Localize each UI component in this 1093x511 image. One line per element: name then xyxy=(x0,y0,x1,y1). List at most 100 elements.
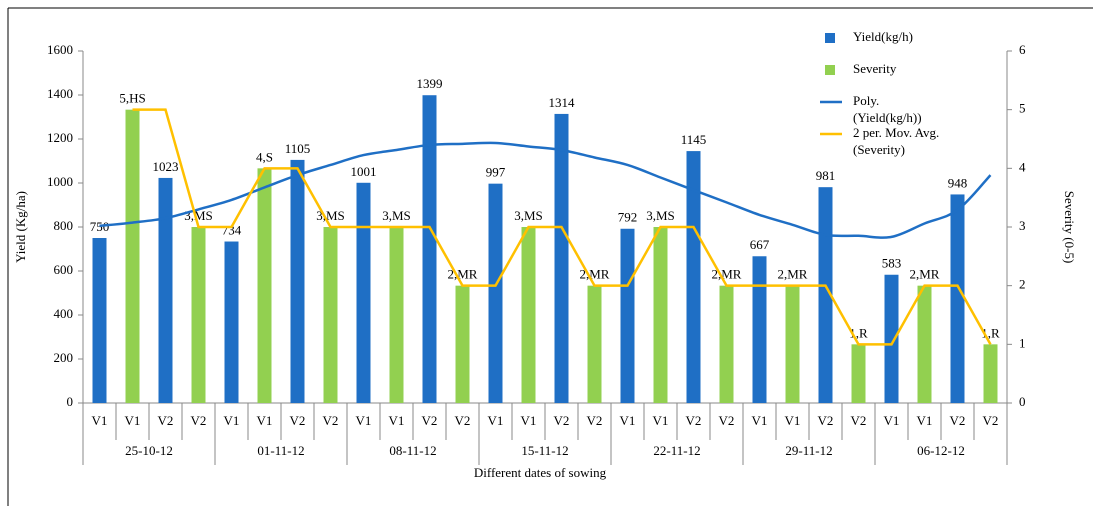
bar xyxy=(191,227,206,403)
bar xyxy=(356,182,371,403)
series-line xyxy=(132,108,992,346)
y-tick-label: 600 xyxy=(54,262,74,277)
bar xyxy=(257,168,272,403)
x-tick-label: V1 xyxy=(224,413,240,428)
legend-label-line: (Yield(kg/h)) xyxy=(853,110,922,125)
y2-tick-label: 0 xyxy=(1019,394,1026,409)
group-label: 29-11-12 xyxy=(785,443,832,458)
legend-label: Poly. (Yield(kg/h)) xyxy=(853,93,922,125)
x-tick-label: V2 xyxy=(422,413,438,428)
x-tick-label: V2 xyxy=(686,413,702,428)
bar xyxy=(389,227,404,403)
y-tick-label: 1200 xyxy=(47,130,73,145)
bar xyxy=(92,238,107,403)
x-tick-label: V2 xyxy=(455,413,471,428)
data-label: 583 xyxy=(882,256,902,271)
y2-tick-label: 3 xyxy=(1019,218,1026,233)
data-label: 1105 xyxy=(285,141,311,156)
bar xyxy=(521,227,536,403)
y-tick-label: 800 xyxy=(54,218,74,233)
x-tick-label: V1 xyxy=(785,413,801,428)
data-label: 1314 xyxy=(549,95,576,110)
bar xyxy=(290,159,305,403)
data-label: 997 xyxy=(486,165,506,180)
x-tick-label: V1 xyxy=(620,413,636,428)
bar xyxy=(818,187,833,403)
data-label: 1145 xyxy=(681,132,707,147)
x-tick-label: V1 xyxy=(488,413,504,428)
data-label: 1023 xyxy=(153,159,179,174)
x-tick-label: V1 xyxy=(752,413,768,428)
legend-label-line: Poly. xyxy=(853,93,879,108)
bar xyxy=(851,344,866,403)
x-tick-label: V2 xyxy=(554,413,570,428)
legend-label-line: 2 per. Mov. Avg. xyxy=(853,125,939,140)
x-tick-label: V1 xyxy=(92,413,108,428)
group-label: 15-11-12 xyxy=(521,443,568,458)
x-tick-label: V2 xyxy=(950,413,966,428)
y2-axis-title: Severity (0-5) xyxy=(1062,191,1077,264)
series-line xyxy=(99,141,992,239)
y2-tick-label: 6 xyxy=(1019,42,1026,57)
data-label: 792 xyxy=(618,210,638,225)
bar xyxy=(719,285,734,403)
x-tick-label: V2 xyxy=(191,413,207,428)
bar xyxy=(785,285,800,403)
x-tick-label: V1 xyxy=(521,413,537,428)
y2-tick-label: 2 xyxy=(1019,277,1026,292)
legend-label: Yield(kg/h) xyxy=(853,29,913,44)
x-tick-label: V1 xyxy=(653,413,669,428)
y-tick-label: 1000 xyxy=(47,174,73,189)
bar xyxy=(224,241,239,403)
y-tick-label: 200 xyxy=(54,350,74,365)
bar xyxy=(950,194,965,403)
bar xyxy=(884,274,899,403)
bar xyxy=(422,95,437,403)
bar xyxy=(554,113,569,404)
x-tick-label: V2 xyxy=(983,413,999,428)
bar xyxy=(488,183,503,403)
bar xyxy=(455,285,470,403)
y2-tick-label: 5 xyxy=(1019,101,1026,116)
bar xyxy=(587,285,602,403)
data-label: 2,MR xyxy=(778,267,808,282)
bar xyxy=(917,285,932,403)
data-label: 667 xyxy=(750,237,770,252)
y2-tick-label: 1 xyxy=(1019,335,1026,350)
x-tick-label: V1 xyxy=(125,413,141,428)
x-tick-label: V2 xyxy=(290,413,306,428)
data-label: 3,MS xyxy=(646,208,675,223)
legend-swatch xyxy=(825,65,835,75)
bar xyxy=(125,109,140,404)
y2-tick-label: 4 xyxy=(1019,159,1026,174)
bar xyxy=(686,151,701,403)
data-label: 4,S xyxy=(256,149,273,164)
data-label: 5,HS xyxy=(119,91,145,106)
legend-label-line: (Severity) xyxy=(853,142,905,157)
y-tick-label: 0 xyxy=(67,394,74,409)
group-label: 22-11-12 xyxy=(653,443,700,458)
legend-swatch xyxy=(825,33,835,43)
data-label: 3,MS xyxy=(382,208,411,223)
bar xyxy=(752,256,767,403)
y-tick-label: 1600 xyxy=(47,42,73,57)
x-tick-label: V2 xyxy=(587,413,603,428)
x-tick-label: V1 xyxy=(389,413,405,428)
data-label: 948 xyxy=(948,175,968,190)
x-tick-label: V1 xyxy=(917,413,933,428)
x-tick-label: V1 xyxy=(257,413,273,428)
data-label: 1399 xyxy=(417,76,443,91)
y-tick-label: 1400 xyxy=(47,86,73,101)
data-label: 750 xyxy=(90,219,110,234)
bar xyxy=(983,344,998,403)
y-tick-label: 400 xyxy=(54,306,74,321)
bar xyxy=(323,227,338,403)
x-tick-label: V1 xyxy=(884,413,900,428)
data-label: 2,MR xyxy=(910,267,940,282)
bar xyxy=(653,227,668,403)
legend-label: Severity xyxy=(853,61,897,76)
data-label: 981 xyxy=(816,168,836,183)
x-axis-title: Different dates of sowing xyxy=(474,465,607,480)
